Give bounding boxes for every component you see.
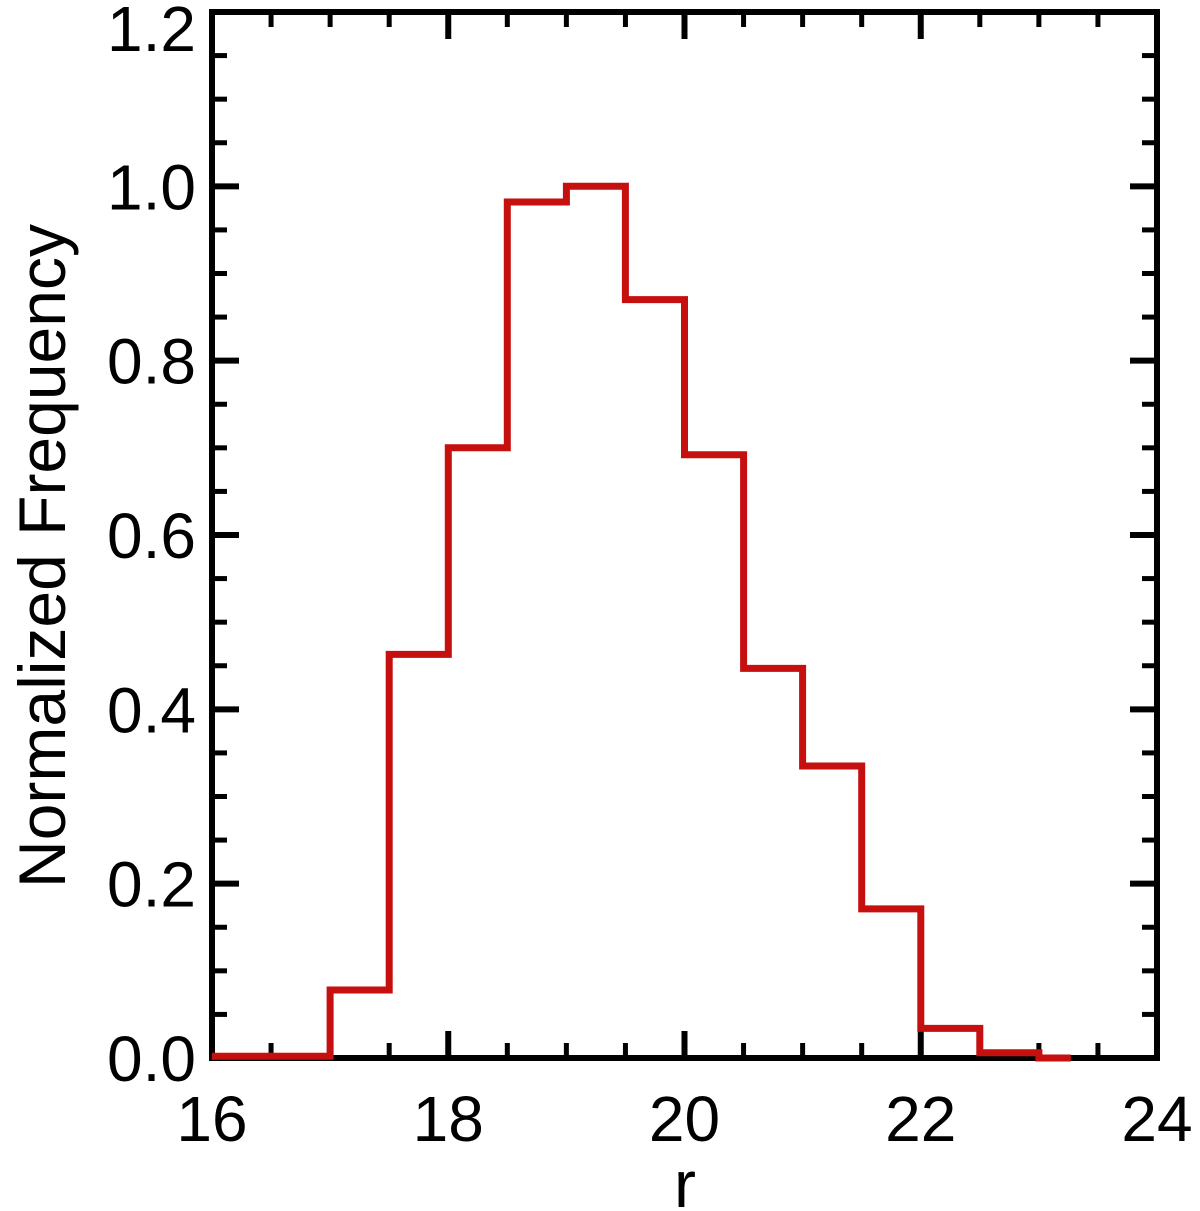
y-tick-label: 0.4 — [107, 674, 196, 746]
x-tick-label: 24 — [1121, 1083, 1192, 1155]
y-tick-label: 0.2 — [107, 849, 196, 921]
y-axis-title: Normalized Frequency — [5, 224, 79, 888]
y-tick-label: 1.2 — [107, 0, 196, 65]
x-axis-title: r — [674, 1147, 696, 1211]
x-tick-label: 22 — [885, 1083, 956, 1155]
axis-ticks — [209, 9, 1160, 1061]
axis-tick-labels: 16 18 20 22 24 0.0 0.2 0.4 0.6 0.8 1.0 1.2 — [107, 0, 1193, 1155]
x-tick-label: 16 — [176, 1083, 247, 1155]
y-tick-label: 0.0 — [107, 1023, 196, 1095]
plot-frame — [209, 9, 1160, 1061]
x-tick-label: 18 — [413, 1083, 484, 1155]
x-tick-label: 20 — [649, 1083, 720, 1155]
y-tick-label: 0.6 — [107, 500, 196, 572]
y-tick-label: 1.0 — [107, 151, 196, 223]
histogram-step-line — [212, 182, 1071, 1062]
y-tick-label: 0.8 — [107, 326, 196, 398]
